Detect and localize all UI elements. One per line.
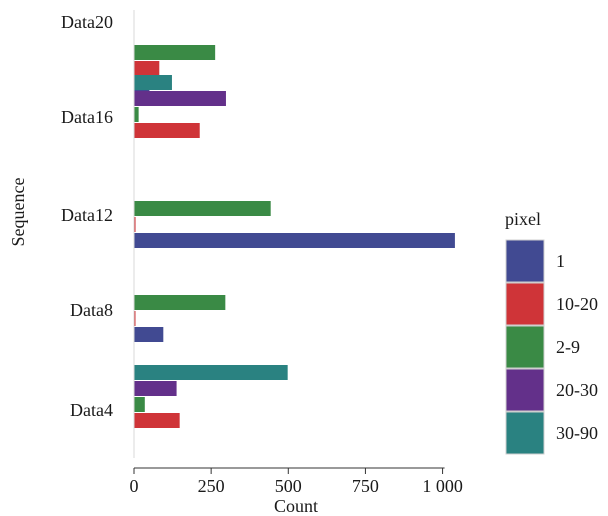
legend-label: 30-90 [556,423,598,443]
bar-data4-2-9 [134,397,145,412]
legend-title: pixel [505,209,541,229]
x-tick-label: 500 [275,476,302,496]
bar-data8-2-9 [134,295,226,310]
legend-swatch [505,411,545,455]
y-axis-title: Sequence [8,178,28,247]
bar-data16-20-30 [134,91,226,106]
bar-data8-10-20 [134,311,136,326]
legend-items: 1 10-20 2-9 20-30 30-90 [505,239,598,455]
bar-data4-30-90 [134,365,288,380]
y-tick-label: Data12 [61,205,113,225]
legend-swatch [505,239,545,283]
bar-data4-20-30 [134,381,177,396]
x-ticks-layer: 0 250 500 750 1 000 [130,468,463,496]
x-axis-title: Count [274,496,318,516]
legend-swatch [505,325,545,369]
legend-label: 10-20 [556,294,598,314]
legend-label: 1 [556,251,565,271]
bar-data12-2-9 [134,201,271,216]
y-tick-label: Data16 [61,107,113,127]
x-tick-label: 0 [130,476,139,496]
bar-data12-10-20 [134,217,136,232]
bar-data16-2-9 [134,107,139,122]
y-tick-label: Data8 [70,300,113,320]
legend-swatch [505,282,545,326]
legend-label: 2-9 [556,337,580,357]
x-tick-label: 1 000 [422,476,463,496]
legend: pixel 1 10-20 2-9 20-30 30-90 [505,209,598,455]
y-ticks-layer: Data20 Data16 Data12 Data8 Data4 [61,12,113,420]
y-tick-label: Data4 [70,400,113,420]
bar-data16-30-90 [134,75,172,90]
x-tick-label: 250 [198,476,225,496]
legend-swatch [505,368,545,412]
bar-data4-10-20 [134,413,180,428]
bars-layer [133,10,455,458]
bar-data16-10-20 [134,123,200,138]
legend-label: 20-30 [556,380,598,400]
x-tick-label: 750 [352,476,379,496]
y-tick-label: Data20 [61,12,113,32]
bar-data12-1 [134,233,455,248]
bar-data20-2-9 [134,45,216,60]
bar-data8-1 [134,327,164,342]
bar-data20-10-20 [134,61,160,76]
